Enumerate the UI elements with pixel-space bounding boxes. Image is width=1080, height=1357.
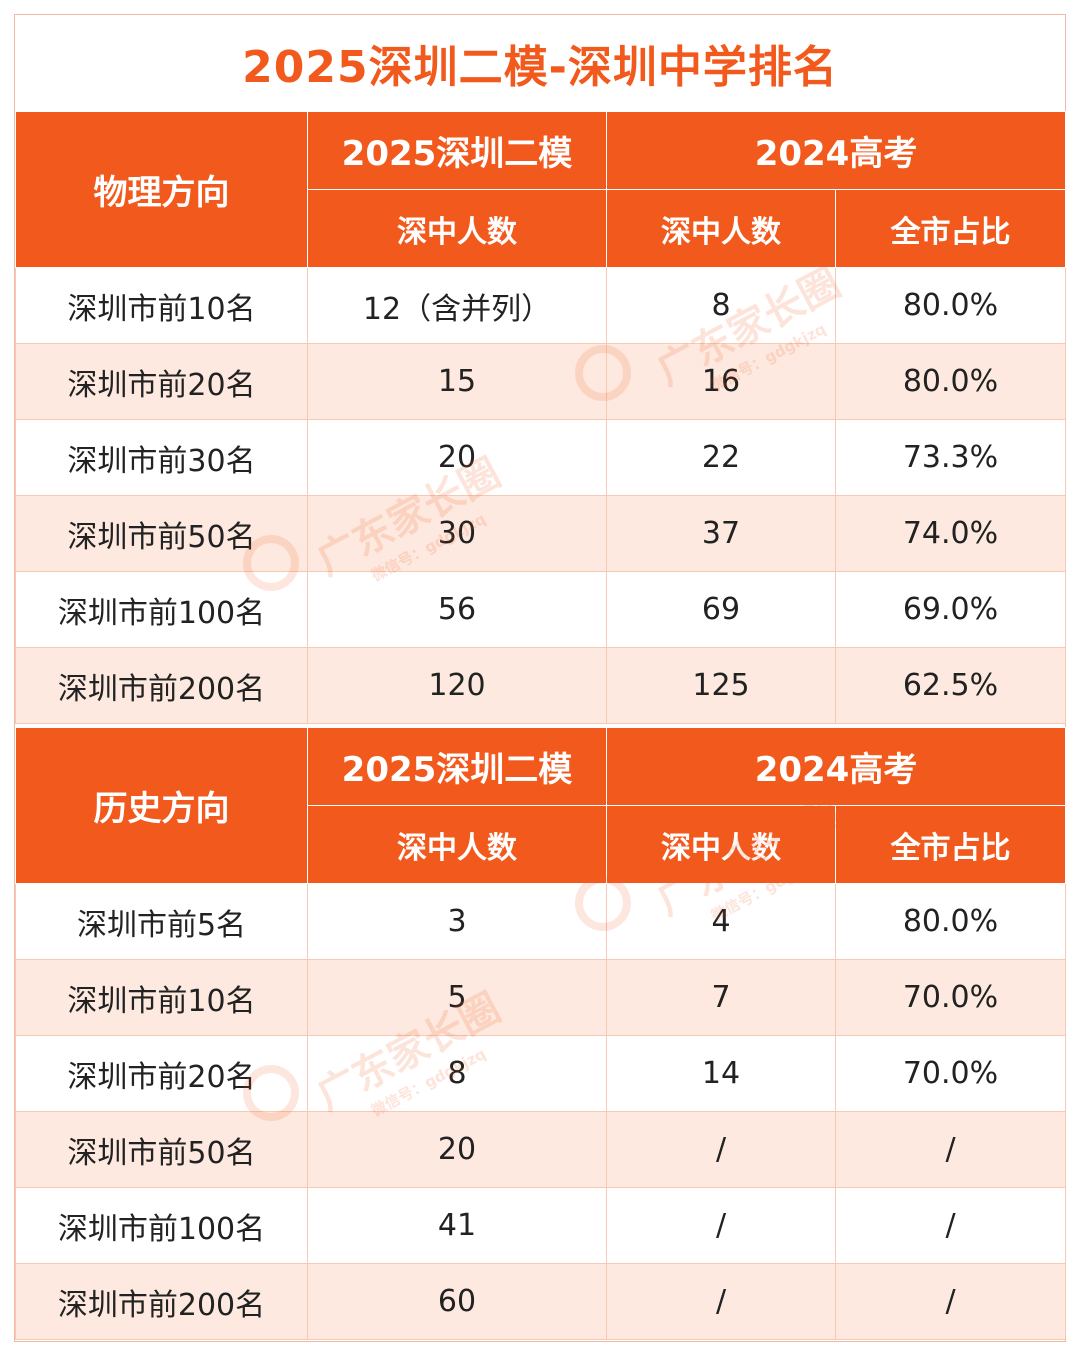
count-2024-cell: 7 [606,959,836,1036]
table-row: 深圳市前100名 41// [15,1187,1067,1264]
physics-group-2025-label: 2025深圳二模 [307,111,607,190]
history-group-2025-label: 2025深圳二模 [307,727,607,806]
page-title: 2025深圳二模-深圳中学排名 [242,42,838,93]
table-row: 深圳市前30名 20 22 73.3% [15,419,1067,496]
count-2024-cell: / [606,1111,836,1188]
table-row: 深圳市前50名 20// [15,1111,1067,1188]
history-col-count-2024: 深中人数 [606,805,836,884]
count-2025-cell: 56 [307,571,607,648]
table-row: 深圳市前5名 3 4 80.0% [15,883,1067,960]
ratio-cell: 80.0% [834,883,1067,960]
ratio-cell: 73.3% [834,419,1067,496]
physics-col-ratio: 全市占比 [834,189,1067,268]
count-2024-cell: / [606,1187,836,1264]
physics-col-count-2025: 深中人数 [307,189,607,268]
count-2025-cell: 3 [307,883,607,960]
rank-cell: 深圳市前5名 [15,883,308,960]
count-2025-cell: 120 [307,647,607,724]
history-col-count-2025: 深中人数 [307,805,607,884]
count-2025-cell: 12（含并列） [307,267,607,344]
ranking-card: 2025深圳二模-深圳中学排名 物理方向 2025深圳二模 2024高考 深中人… [14,14,1067,1342]
physics-header-row-2: 深中人数 深中人数 全市占比 [16,189,1067,268]
count-2025-cell: 20 [307,419,607,496]
ratio-cell: 74.0% [834,495,1067,572]
ratio-cell: / [834,1187,1067,1264]
history-group-2024-label: 2024高考 [605,727,1067,806]
ratio-cell: 70.0% [834,959,1067,1036]
rank-cell: 深圳市前20名 [15,343,308,420]
history-body: 深圳市前5名 3 4 80.0% 深圳市前10名 5 7 70.0% 深圳市前20名 8 14 70.… [15,883,1067,1340]
rank-cell: 深圳市前10名 [15,267,308,344]
count-2024-cell: 22 [606,419,836,496]
count-2024-cell: 16 [606,343,836,420]
count-2025-cell: 15 [307,343,607,420]
count-2024-cell: / [606,1263,836,1340]
rank-cell: 深圳市前30名 [15,419,308,496]
count-2024-cell: 69 [606,571,836,648]
table-row: 深圳市前20名 15 16 80.0% [15,343,1067,420]
table-row: 深圳市前20名 8 14 70.0% [15,1035,1067,1112]
ratio-cell: / [834,1111,1067,1188]
physics-table: 物理方向 2025深圳二模 2024高考 深中人数 深中人数 全市占比 深圳市前… [15,111,1067,724]
history-direction-label: 历史方向 [15,727,308,884]
ratio-cell: / [834,1263,1067,1340]
rank-cell: 深圳市前10名 [15,959,308,1036]
rank-cell: 深圳市前50名 [15,495,308,572]
ratio-cell: 70.0% [834,1035,1067,1112]
rank-cell: 深圳市前200名 [15,1263,308,1340]
count-2024-cell: 37 [606,495,836,572]
rank-cell: 深圳市前200名 [15,647,308,724]
table-row: 深圳市前200名 60// [15,1263,1067,1340]
count-2024-cell: 14 [606,1035,836,1112]
rank-cell: 深圳市前50名 [15,1111,308,1188]
physics-col-count-2024: 深中人数 [606,189,836,268]
history-header-row-1: 历史方向 2025深圳二模 2024高考 [15,727,1067,884]
count-2024-cell: 4 [606,883,836,960]
table-row: 深圳市前10名 12（含并列） 8 80.0% [15,267,1067,344]
count-2025-cell: 41 [307,1187,607,1264]
history-col-ratio: 全市占比 [834,805,1067,884]
count-2024-cell: 8 [606,267,836,344]
count-2025-cell: 5 [307,959,607,1036]
table-row: 深圳市前50名 30 37 74.0% [15,495,1067,572]
physics-header-row-1: 物理方向 2025深圳二模 2024高考 [15,111,1067,268]
count-2025-cell: 30 [307,495,607,572]
count-2025-cell: 20 [307,1111,607,1188]
ratio-cell: 80.0% [834,267,1067,344]
table-row: 深圳市前200名 120 125 62.5% [15,647,1067,724]
table-row: 深圳市前100名 56 69 69.0% [15,571,1067,648]
physics-direction-label: 物理方向 [15,111,308,268]
ratio-cell: 69.0% [834,571,1067,648]
table-row: 深圳市前10名 5 7 70.0% [15,959,1067,1036]
physics-group-2024-label: 2024高考 [605,111,1067,190]
physics-body: 深圳市前10名 12（含并列） 8 80.0% 深圳市前20名 15 16 80.0% 深圳市前… [15,267,1067,724]
count-2025-cell: 8 [307,1035,607,1112]
rank-cell: 深圳市前20名 [15,1035,308,1112]
history-table: 历史方向 2025深圳二模 2024高考 深中人数 深中人数 全市占比 深圳市前… [15,727,1067,1340]
ratio-cell: 80.0% [834,343,1067,420]
ratio-cell: 62.5% [834,647,1067,724]
rank-cell: 深圳市前100名 [15,1187,308,1264]
rank-cell: 深圳市前100名 [15,571,308,648]
history-header-row-2: 深中人数 深中人数 全市占比 [16,805,1067,884]
count-2024-cell: 125 [606,647,836,724]
count-2025-cell: 60 [307,1263,607,1340]
